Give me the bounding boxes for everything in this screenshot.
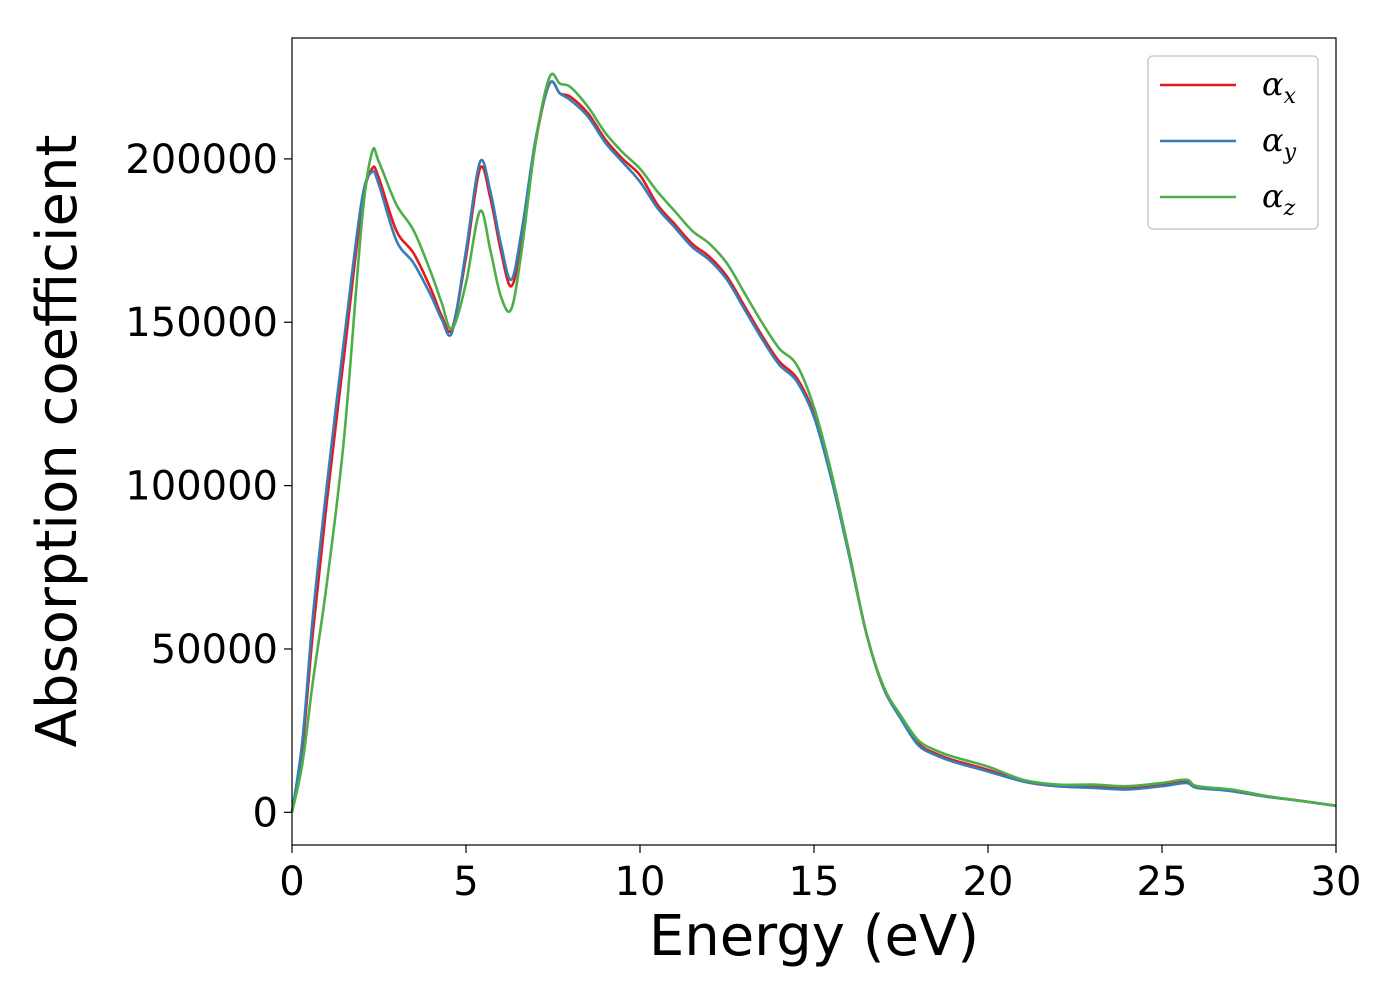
y-tick-label: 200000 xyxy=(125,137,278,183)
x-axis-label: Energy (eV) xyxy=(649,904,979,969)
ticks-layer: 0 5 10 15 20 25 30 0 50000 100000 150000 200000 xyxy=(125,137,1361,905)
legend-label: αx xyxy=(1262,65,1297,109)
y-tick-label: 50000 xyxy=(151,627,278,673)
x-tick-label: 20 xyxy=(963,859,1014,905)
x-tick-label: 10 xyxy=(615,859,666,905)
legend-label: αz xyxy=(1262,177,1296,221)
series-line-αz xyxy=(290,72,1337,813)
y-tick-label: 150000 xyxy=(125,300,278,346)
y-tick-label: 0 xyxy=(253,790,278,836)
x-tick-label: 0 xyxy=(279,859,304,905)
x-tick-label: 25 xyxy=(1137,859,1188,905)
legend: αx αy αz xyxy=(1147,55,1319,230)
y-tick-label: 100000 xyxy=(125,464,278,510)
legend-label: αy xyxy=(1262,121,1297,165)
series-line-αy xyxy=(290,80,1337,813)
x-tick-label: 30 xyxy=(1311,859,1362,905)
series-layer xyxy=(290,72,1337,813)
legend-box xyxy=(1147,55,1319,230)
x-tick-label: 5 xyxy=(453,859,478,905)
y-axis-label: Absorption coefficient xyxy=(25,135,90,748)
plot-frame xyxy=(291,37,1337,846)
x-tick-label: 15 xyxy=(789,859,840,905)
